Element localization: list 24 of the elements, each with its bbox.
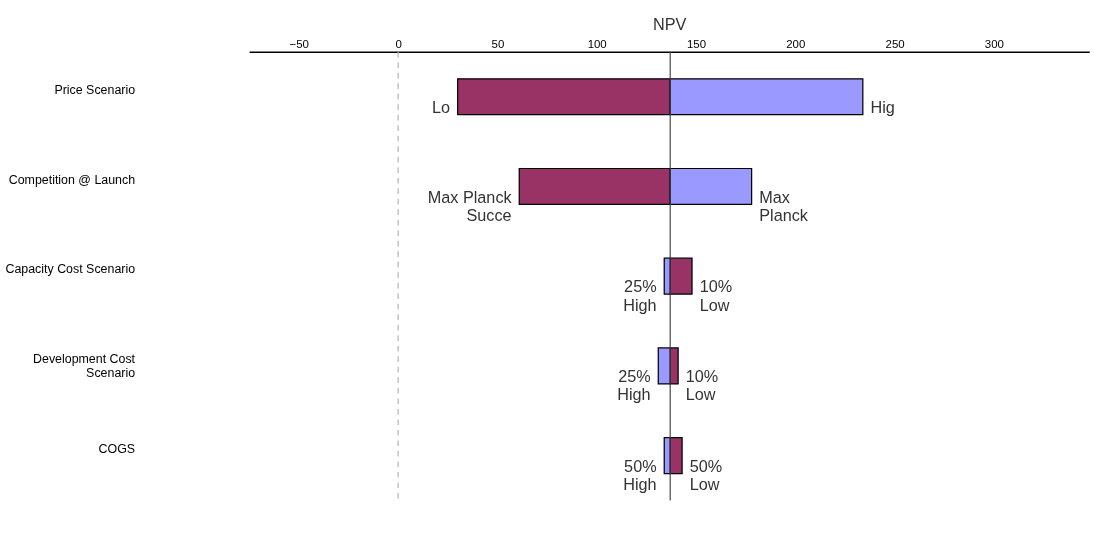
annotation: 10% Low	[685, 367, 719, 404]
y-tick-label: Price Scenario	[54, 82, 136, 97]
annotation: Max Planck Succe	[427, 187, 513, 224]
x-tick-label: 200	[786, 37, 806, 50]
annotation: 10% Low	[699, 277, 733, 314]
x-tick-label: 250	[885, 37, 905, 50]
y-tick-label: Capacity Cost Scenario	[5, 262, 136, 277]
annotation: 25% High	[617, 367, 651, 404]
annotation: Lo	[432, 97, 451, 116]
annotation: 50% Low	[689, 456, 723, 494]
y-tick-label: Competition @ Launch	[8, 172, 136, 187]
annotation: Hig	[870, 97, 895, 116]
x-axis-title: NPV	[652, 15, 687, 34]
x-tick-label: 150	[686, 37, 707, 50]
y-tick-label: COGS	[98, 441, 136, 456]
x-tick-label: 0	[395, 37, 402, 50]
x-tick-label: −50	[289, 37, 309, 50]
annotation: Max Planck	[759, 187, 809, 224]
x-tick-label: 100	[587, 37, 607, 50]
annotation: 25% High	[623, 277, 657, 314]
y-tick-label: Development Cost Scenario	[33, 352, 136, 381]
x-tick-label: 50	[491, 37, 505, 50]
x-tick-label: 300	[984, 37, 1004, 50]
annotation: 50% High	[623, 456, 657, 494]
